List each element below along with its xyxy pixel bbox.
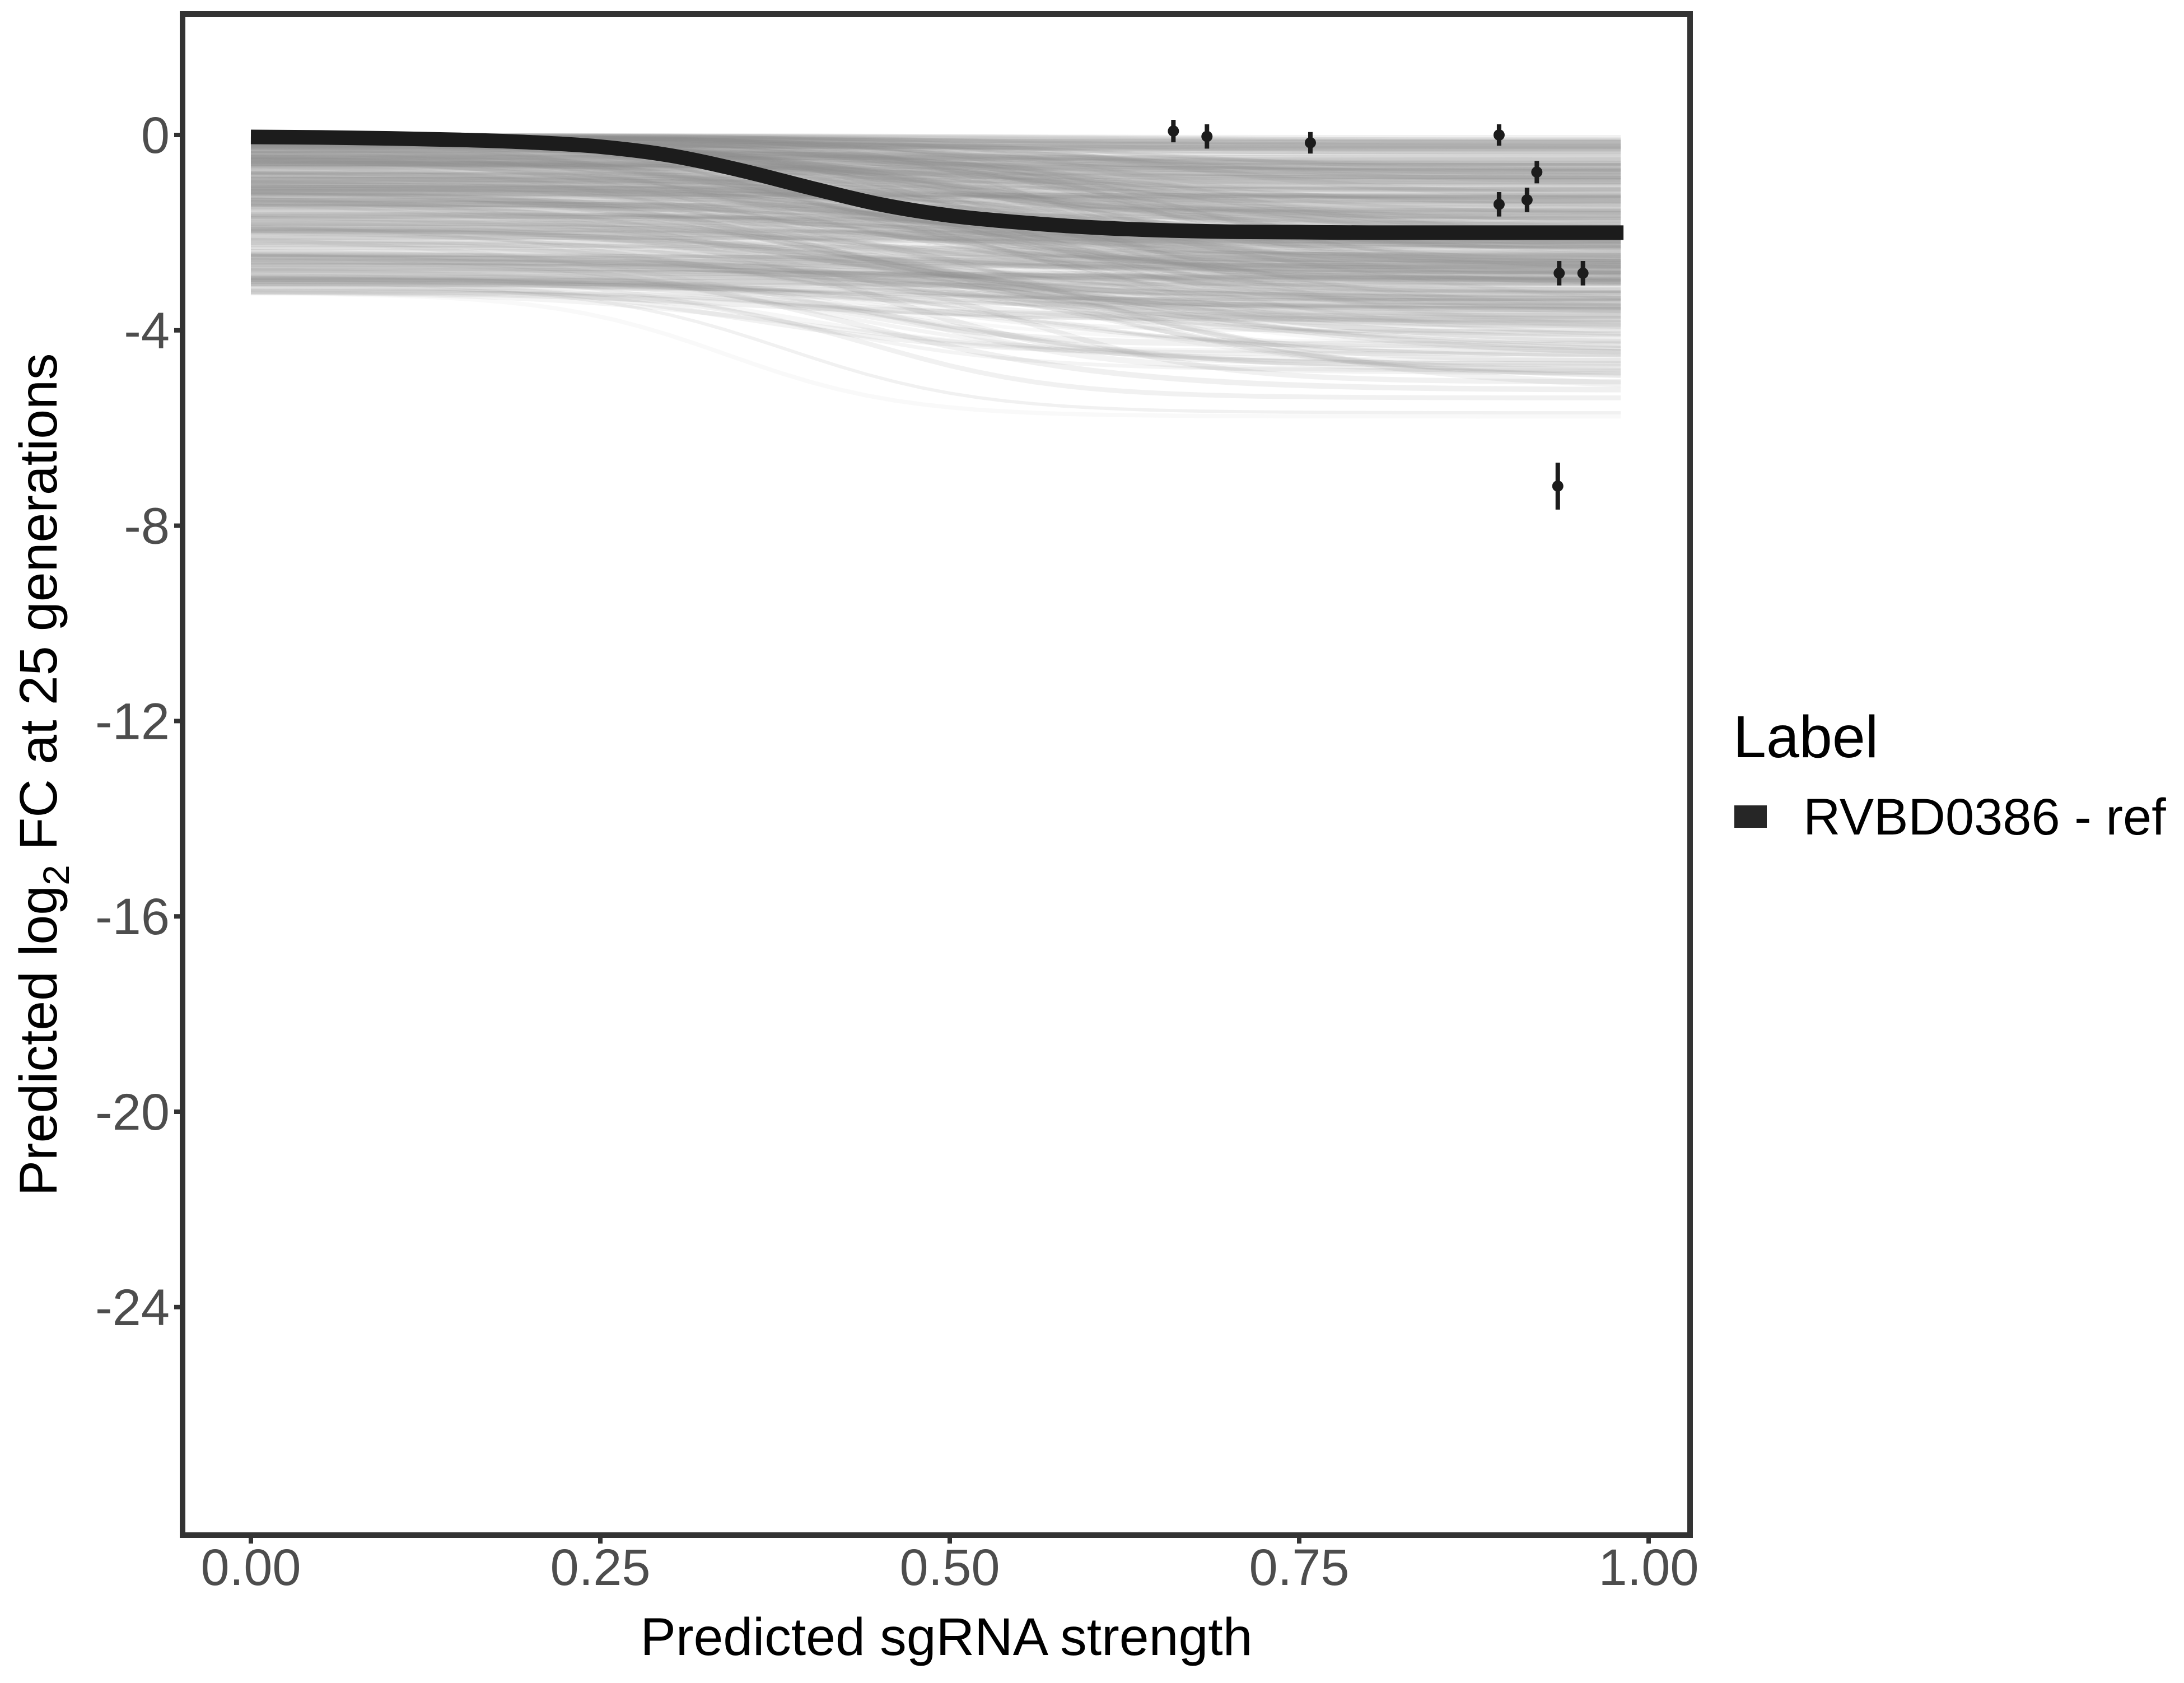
data-point	[1494, 129, 1505, 141]
data-point	[1553, 268, 1565, 279]
x-tick-label: 0.25	[550, 1539, 650, 1596]
y-tick-label: -20	[95, 1084, 170, 1141]
data-point	[1305, 137, 1316, 148]
data-point	[1494, 199, 1505, 210]
data-point	[1578, 268, 1589, 279]
y-tick-label: -8	[124, 498, 170, 555]
y-axis-title: Predicted log2 FC at 25 generations	[9, 353, 77, 1196]
y-tick-label: -4	[124, 302, 170, 360]
legend-key-line	[1734, 805, 1767, 828]
legend-title: Label	[1733, 704, 1878, 770]
data-point	[1531, 166, 1542, 178]
x-axis-title: Predicted sgRNA strength	[640, 1607, 1252, 1667]
legend: Label RVBD0386 - ref	[1733, 704, 2166, 846]
data-point	[1522, 194, 1533, 206]
y-tick-label: 0	[141, 107, 170, 164]
ensemble-curve	[251, 192, 1621, 195]
x-axis-ticks: 0.00 0.25 0.50 0.75 1.00	[200, 1535, 1698, 1596]
ensemble-curves	[251, 136, 1621, 417]
x-tick-label: 1.00	[1598, 1539, 1698, 1596]
x-tick-label: 0.75	[1249, 1539, 1349, 1596]
x-tick-label: 0.00	[200, 1539, 301, 1596]
y-tick-label: -12	[95, 693, 170, 750]
y-axis-ticks: 0 -4 -8 -12 -16 -20 -24	[95, 107, 183, 1336]
y-tick-label: -24	[95, 1279, 170, 1336]
legend-entry-label: RVBD0386 - ref	[1803, 789, 2166, 846]
y-tick-label: -16	[95, 888, 170, 945]
data-point	[1168, 125, 1179, 137]
x-tick-label: 0.50	[899, 1539, 1000, 1596]
data-point	[1201, 131, 1212, 142]
data-point	[1552, 481, 1564, 492]
